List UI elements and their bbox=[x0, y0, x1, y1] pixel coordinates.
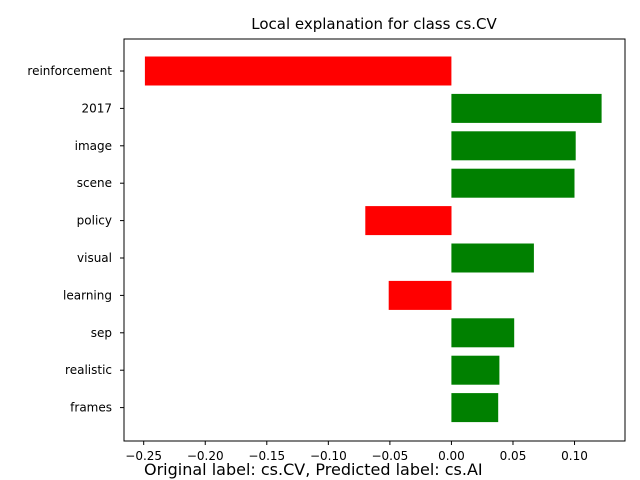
y-tick-label: sep bbox=[91, 326, 112, 340]
y-tick-label: policy bbox=[77, 214, 112, 228]
bar-realistic bbox=[451, 355, 500, 385]
y-tick-label: learning bbox=[63, 288, 112, 302]
bar-reinforcement bbox=[144, 56, 452, 86]
x-tick-group: −0.25 −0.20 −0.15 −0.10 −0.05 0.00 0.05 0.10 bbox=[125, 441, 588, 463]
bar-sep bbox=[451, 318, 515, 348]
y-tick-label: scene bbox=[77, 176, 112, 190]
y-tick-label: frames bbox=[70, 401, 112, 415]
plot-frame bbox=[123, 38, 626, 442]
bar-image bbox=[451, 131, 576, 161]
x-tick-label: 0.00 bbox=[438, 449, 465, 463]
bars-group bbox=[144, 56, 602, 423]
bar-learning bbox=[388, 280, 452, 310]
y-tick-label: image bbox=[75, 139, 112, 153]
x-tick-label: −0.05 bbox=[371, 449, 408, 463]
bar-visual bbox=[451, 243, 534, 273]
x-tick-label: 0.10 bbox=[561, 449, 588, 463]
bar-policy bbox=[365, 206, 452, 236]
prediction-caption: Original label: cs.CV, Predicted label: … bbox=[144, 460, 483, 479]
x-tick-label: −0.25 bbox=[125, 449, 162, 463]
y-tick-group: reinforcement 2017 image scene policy visual l… bbox=[27, 64, 124, 415]
x-tick-label: 0.05 bbox=[500, 449, 527, 463]
y-tick-label: 2017 bbox=[81, 101, 112, 115]
bar-scene bbox=[451, 168, 575, 198]
bar-2017 bbox=[451, 93, 602, 123]
x-tick-label: −0.10 bbox=[310, 449, 347, 463]
y-tick-label: realistic bbox=[65, 363, 112, 377]
y-tick-label: reinforcement bbox=[27, 64, 112, 78]
x-tick-label: −0.20 bbox=[187, 449, 224, 463]
x-tick-label: −0.15 bbox=[248, 449, 285, 463]
chart-title: Local explanation for class cs.CV bbox=[251, 15, 497, 33]
bar-frames bbox=[451, 393, 499, 423]
y-tick-label: visual bbox=[77, 251, 112, 265]
